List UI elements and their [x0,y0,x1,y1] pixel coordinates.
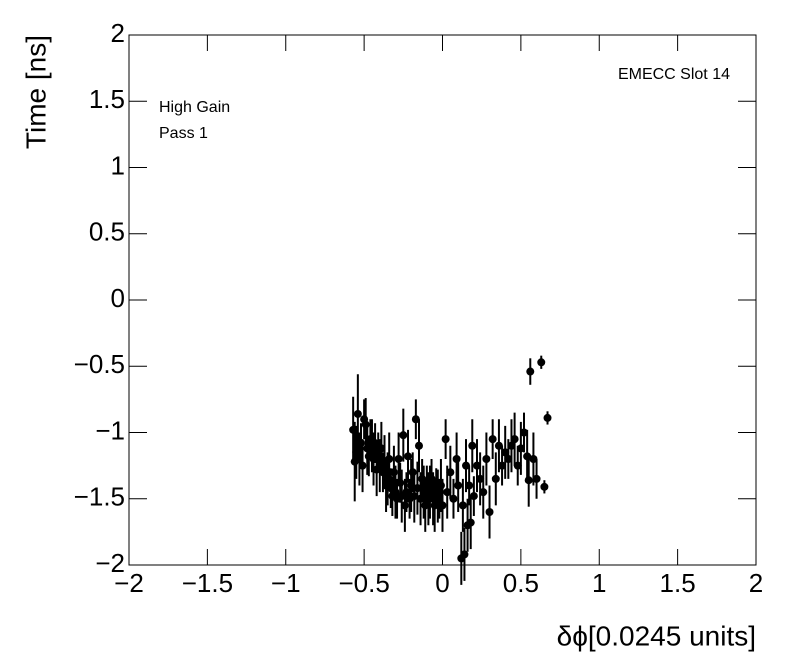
data-point [510,435,519,444]
x-tick-label: −0.5 [338,568,389,598]
data-point [498,461,507,470]
data-point [389,468,398,477]
y-tick-label: 0.5 [89,217,125,247]
y-tick-label: 0 [111,283,125,313]
data-point [491,474,500,483]
data-point [441,435,450,444]
annotation: Pass 1 [159,125,208,142]
data-point [532,474,541,483]
data-point [516,444,525,453]
data-point [488,435,497,444]
y-tick-label: −1.5 [74,482,125,512]
data-point [529,455,538,463]
y-tick-label: −1 [95,415,125,445]
data-point [460,550,469,559]
x-tick-label: 0.5 [503,568,539,598]
data-point [469,492,478,501]
data-point [479,488,488,497]
data-point [394,455,403,463]
data-point [399,431,408,440]
data-point [501,448,510,457]
data-point [356,439,365,448]
data-point [482,455,491,463]
data-point [358,461,367,470]
data-point [413,484,422,493]
y-tick-label: 1 [111,150,125,180]
data-point [385,455,394,463]
data-point [458,501,467,510]
data-point [400,501,409,510]
x-tick-label: −1 [271,568,301,598]
x-axis-title: δϕ[0.0245 units] [557,620,756,651]
data-point [454,481,463,490]
data-point [402,488,411,497]
data-point [377,444,386,453]
data-point [408,468,417,477]
annotation: High Gain [159,99,230,116]
y-tick-label: 1.5 [89,84,125,114]
data-point [524,476,533,485]
x-tick-label: 1 [592,568,606,598]
data-point [465,481,474,490]
y-tick-label: −2 [95,548,125,578]
x-tick-label: 1.5 [660,568,696,598]
data-point [436,481,445,490]
data-point [472,461,481,470]
data-point [404,452,413,461]
data-point [513,461,522,470]
data-point [438,501,447,510]
y-tick-label: −0.5 [74,349,125,379]
data-point [526,367,535,376]
x-tick-label: 0 [435,568,449,598]
data-point [414,441,423,450]
x-tick-label: −1.5 [182,568,233,598]
data-point [468,441,477,450]
data-point [507,441,516,450]
data-point [504,455,513,463]
data-point [476,474,485,483]
data-point [396,478,405,487]
data-point [466,518,475,527]
y-axis-title: Time [ns] [20,35,51,149]
data-point [543,413,552,422]
data-point [411,415,420,424]
x-tick-label: −2 [114,568,144,598]
data-point [446,468,455,477]
data-point [361,420,370,429]
data-point [353,409,362,418]
data-point [452,455,461,463]
data-point [462,461,471,470]
data-point [537,358,546,367]
data-point [540,482,549,491]
y-tick-label: 2 [111,18,125,48]
data-point [449,494,458,503]
data-point [485,508,494,516]
x-tick-label: 2 [749,568,763,598]
annotation: EMECC Slot 14 [618,66,730,83]
data-point [443,488,452,497]
data-point [410,492,419,501]
data-point [494,441,503,450]
data-point [520,428,529,437]
